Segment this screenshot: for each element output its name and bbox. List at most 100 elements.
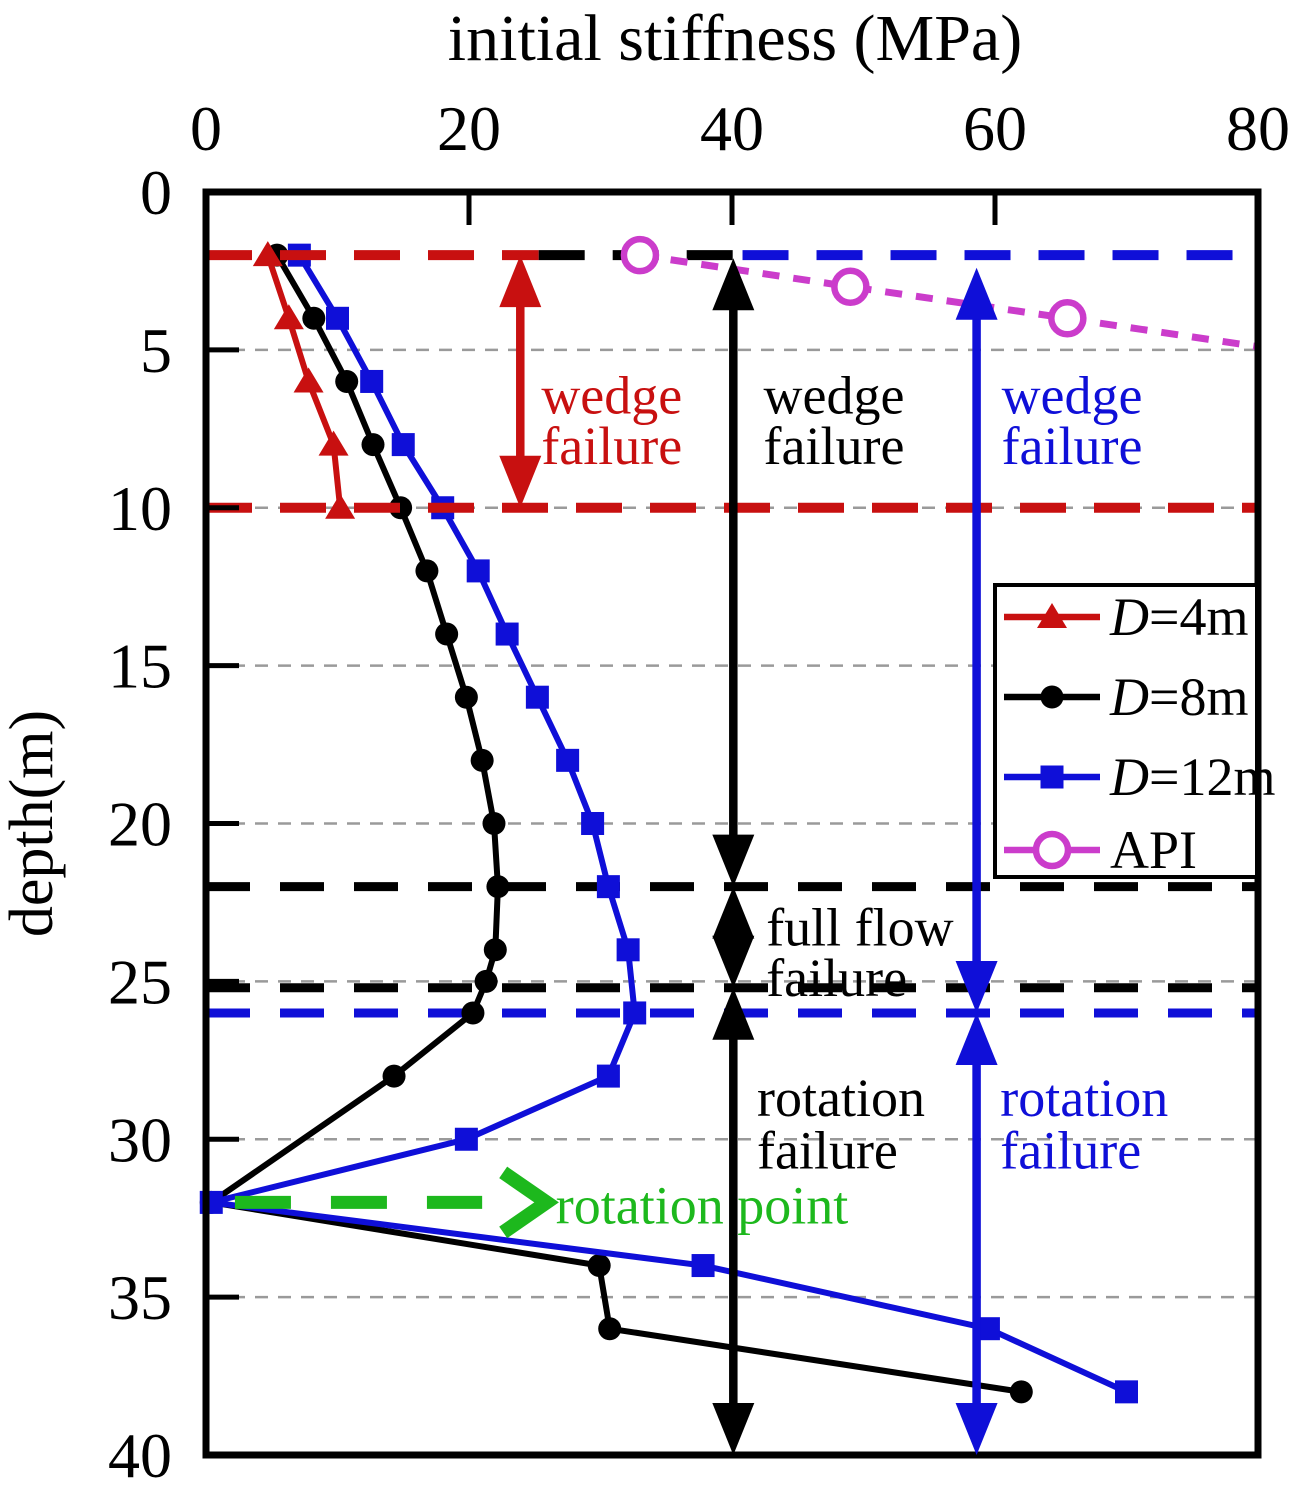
zone-arrow-head-down bbox=[955, 960, 998, 1013]
rotation-point-arrow-chevron bbox=[499, 1166, 559, 1239]
legend-box bbox=[993, 583, 1259, 879]
zone-arrow-head-up bbox=[712, 987, 755, 1040]
x-tick-label-60: 60 bbox=[963, 93, 1027, 164]
annotation-red-wedge: wedge bbox=[541, 366, 682, 426]
series-D=8m-marker bbox=[435, 622, 459, 646]
series-D=4m-marker bbox=[293, 367, 324, 393]
series-D=12m-marker bbox=[525, 685, 549, 709]
x-tick-label-40: 40 bbox=[700, 93, 764, 164]
y-tick-label-30: 30 bbox=[108, 1104, 172, 1175]
zone-arrow-head-up bbox=[955, 267, 998, 320]
y-tick-label-10: 10 bbox=[108, 473, 172, 544]
legend-label-API: API bbox=[1110, 820, 1197, 880]
series-D=12m-marker bbox=[1115, 1380, 1138, 1404]
y-tick-label-0: 0 bbox=[140, 157, 172, 228]
zone-arrow-black bbox=[712, 258, 755, 1455]
series-D=8m-marker bbox=[382, 1064, 406, 1088]
series-D=12m-marker bbox=[391, 433, 415, 457]
series-API-marker bbox=[831, 267, 870, 306]
series-D=4m-marker bbox=[1037, 603, 1067, 628]
series-D=8m-marker bbox=[598, 1317, 622, 1341]
series-D=8m-marker bbox=[302, 306, 326, 330]
legend-label-D=12m: D=12m bbox=[1109, 747, 1275, 807]
annotation-black-wedge: wedge bbox=[764, 366, 905, 426]
series-D=8m-marker bbox=[587, 1254, 611, 1278]
rotation-point-arrow bbox=[234, 1166, 559, 1239]
series-D=12m-marker bbox=[454, 1127, 478, 1151]
legend-entry-D=8m: D=8m bbox=[1004, 667, 1248, 727]
series-D=12m-marker bbox=[596, 875, 620, 899]
zone-arrow-head-down bbox=[712, 834, 755, 887]
zone-arrow-head-up bbox=[955, 1012, 998, 1065]
series-D=8m-marker bbox=[1009, 1380, 1033, 1404]
legend-label-D=8m: D=8m bbox=[1109, 667, 1248, 727]
series-D=8m-marker bbox=[483, 938, 507, 962]
y-axis-title: depth(m) bbox=[0, 710, 66, 937]
annotation-black-failure: failure bbox=[766, 948, 907, 1008]
series-D=12m-marker bbox=[556, 748, 580, 772]
zone-arrow-head-up bbox=[712, 886, 755, 939]
annotation-blue-failure: failure bbox=[1000, 1120, 1141, 1180]
series-D=12m-marker bbox=[495, 622, 519, 646]
annotation-blue-rotation: rotation bbox=[1000, 1068, 1168, 1128]
legend-label-D=4m: D=4m bbox=[1109, 587, 1248, 647]
series-API-marker bbox=[1048, 299, 1087, 338]
series-D=8m-marker bbox=[415, 559, 439, 583]
series-D=12m-marker bbox=[623, 1001, 647, 1025]
legend-entry-D=12m: D=12m bbox=[1004, 747, 1275, 807]
legend-entry-D=4m: D=4m bbox=[1004, 587, 1248, 647]
annotation-black-failure: failure bbox=[757, 1120, 898, 1180]
legend: D=4m D=8m D=12m API bbox=[993, 583, 1275, 880]
zone-arrow-head-down bbox=[712, 1403, 755, 1455]
series-D=12m-marker bbox=[616, 938, 640, 962]
y-tick-label-25: 25 bbox=[108, 946, 172, 1017]
series-API-line bbox=[639, 251, 1259, 351]
series-D=12m-marker bbox=[976, 1317, 1000, 1341]
series-D=12m-marker bbox=[466, 559, 490, 583]
series-D=8m-marker bbox=[389, 496, 413, 520]
series-D=8m-marker bbox=[470, 748, 494, 772]
series-D=8m-marker bbox=[461, 1001, 485, 1025]
zone-arrow-head-down bbox=[499, 455, 542, 508]
zone-arrow-head-down bbox=[955, 1403, 998, 1455]
y-tick-label-15: 15 bbox=[108, 631, 172, 702]
series-D=12m-marker bbox=[596, 1064, 620, 1088]
y-tick-label-5: 5 bbox=[140, 315, 172, 386]
series-D=4m bbox=[252, 241, 356, 519]
series-API-marker bbox=[620, 235, 660, 275]
series-D=8m-marker bbox=[474, 969, 498, 993]
zone-arrow-blue bbox=[955, 267, 998, 1455]
series-D=12m-marker bbox=[691, 1254, 715, 1278]
x-tick-label-20: 20 bbox=[437, 93, 501, 164]
zone-arrow-head-up bbox=[712, 258, 755, 311]
annotation-green-rotation-point: rotation point bbox=[556, 1176, 848, 1236]
series-D=8m-marker bbox=[482, 812, 506, 835]
zone-arrow-head-up bbox=[499, 255, 542, 308]
annotation-black-rotation: rotation bbox=[757, 1068, 925, 1128]
y-tick-label-40: 40 bbox=[108, 1420, 172, 1491]
zone-arrow-red bbox=[499, 255, 542, 508]
series-D=4m-marker bbox=[252, 241, 283, 267]
zone-arrow-head-down bbox=[712, 935, 755, 988]
series-D=8m-marker bbox=[1040, 685, 1064, 709]
y-tick-label-35: 35 bbox=[108, 1262, 172, 1333]
series-D=12m-marker bbox=[326, 306, 349, 330]
annotation-blue-failure: failure bbox=[1002, 416, 1143, 476]
annotation-black-failure: failure bbox=[764, 416, 905, 476]
series-D=4m-marker bbox=[318, 430, 349, 456]
annotation-black-full-flow: full flow bbox=[766, 898, 953, 958]
series-D=4m-marker bbox=[273, 304, 304, 330]
series-D=12m-marker bbox=[360, 369, 384, 393]
series-D=8m-marker bbox=[454, 685, 478, 709]
series-D=12m-marker bbox=[1040, 765, 1064, 789]
series-D=8m-marker bbox=[361, 433, 385, 457]
y-tick-label-20: 20 bbox=[108, 789, 172, 860]
series-D=8m-marker bbox=[335, 369, 359, 393]
series-D=12m-marker bbox=[581, 812, 605, 835]
series-API bbox=[620, 235, 1259, 351]
annotation-blue-wedge: wedge bbox=[1002, 366, 1143, 426]
x-tick-label-80: 80 bbox=[1226, 93, 1290, 164]
x-tick-label-0: 0 bbox=[190, 93, 222, 164]
